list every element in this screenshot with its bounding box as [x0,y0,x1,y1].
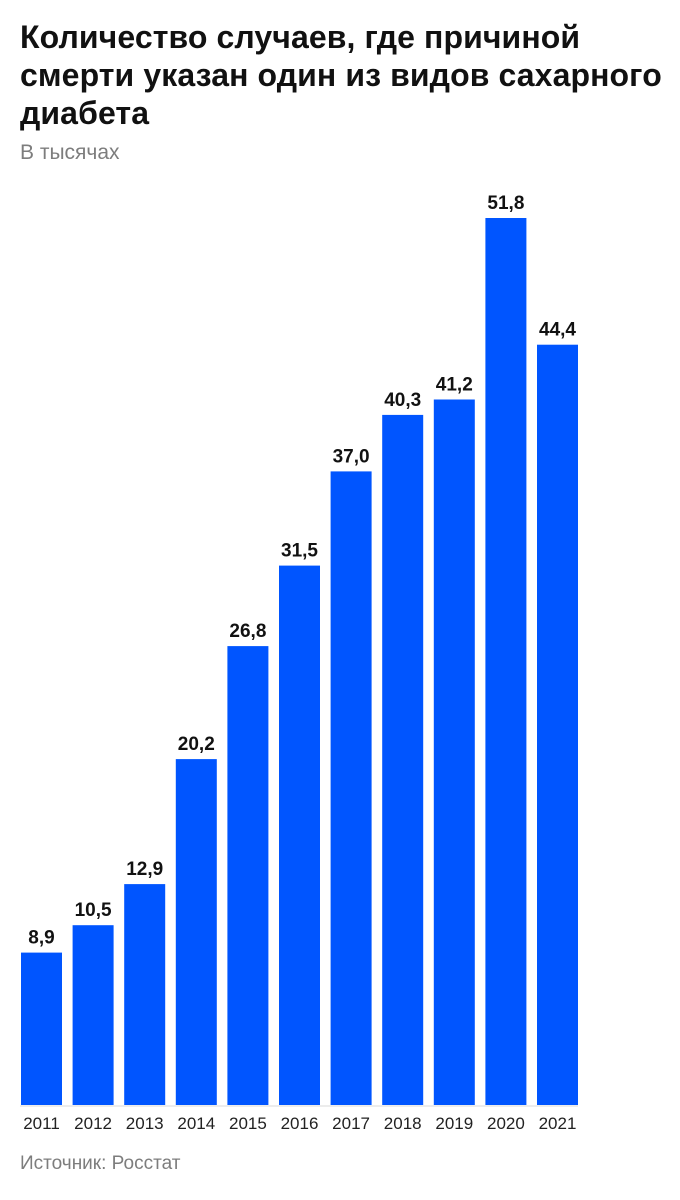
x-tick-label-2016: 2016 [281,1114,319,1133]
value-label-2016: 31,5 [281,541,318,562]
value-labels-group: 8,9 10,5 12,9 20,2 26,8 31,5 37,0 40,3 41,2 51,8 4… [28,193,576,949]
bar-2013 [124,884,166,1105]
x-tick-label-2012: 2012 [74,1114,112,1133]
source-note: Источник: Росстат [20,1153,181,1174]
x-tick-label-2014: 2014 [177,1114,215,1133]
value-label-2017: 37,0 [333,446,370,467]
bar-2017 [330,471,372,1105]
x-tick-label-2011: 2011 [23,1114,60,1133]
x-tick-label-2015: 2015 [229,1114,267,1133]
value-label-2020: 51,8 [487,193,524,214]
bar-2011 [21,952,62,1105]
x-tick-label-2019: 2019 [435,1114,473,1133]
x-tick-label-2021: 2021 [539,1114,577,1133]
value-label-2013: 12,9 [126,859,163,880]
bar-2021 [537,344,578,1105]
value-label-2021: 44,4 [539,320,576,341]
bar-2020 [485,218,527,1105]
bar-2016 [279,565,320,1105]
value-label-2014: 20,2 [178,734,215,755]
x-tick-label-2017: 2017 [332,1114,370,1133]
bar-2015 [227,646,269,1105]
x-tick-label-2013: 2013 [126,1114,164,1133]
x-tick-label-2018: 2018 [384,1114,422,1133]
value-label-2018: 40,3 [384,390,421,411]
value-label-2019: 41,2 [436,375,473,396]
x-tick-label-2020: 2020 [487,1114,525,1133]
bar-2014 [175,759,217,1105]
bar-2019 [433,399,475,1105]
chart-subtitle: В тысячах [20,141,120,164]
bar-2012 [72,925,114,1105]
chart-title: Количество случаев, где причиной смерти … [20,19,662,131]
value-label-2012: 10,5 [75,900,112,921]
value-label-2015: 26,8 [229,621,266,642]
bars-group [21,218,578,1105]
bar-2018 [382,414,424,1105]
x-tick-labels-group: 2011 2012 2013 2014 2015 2016 2017 2018 2019 2020… [23,1114,576,1133]
value-label-2011: 8,9 [28,928,54,949]
